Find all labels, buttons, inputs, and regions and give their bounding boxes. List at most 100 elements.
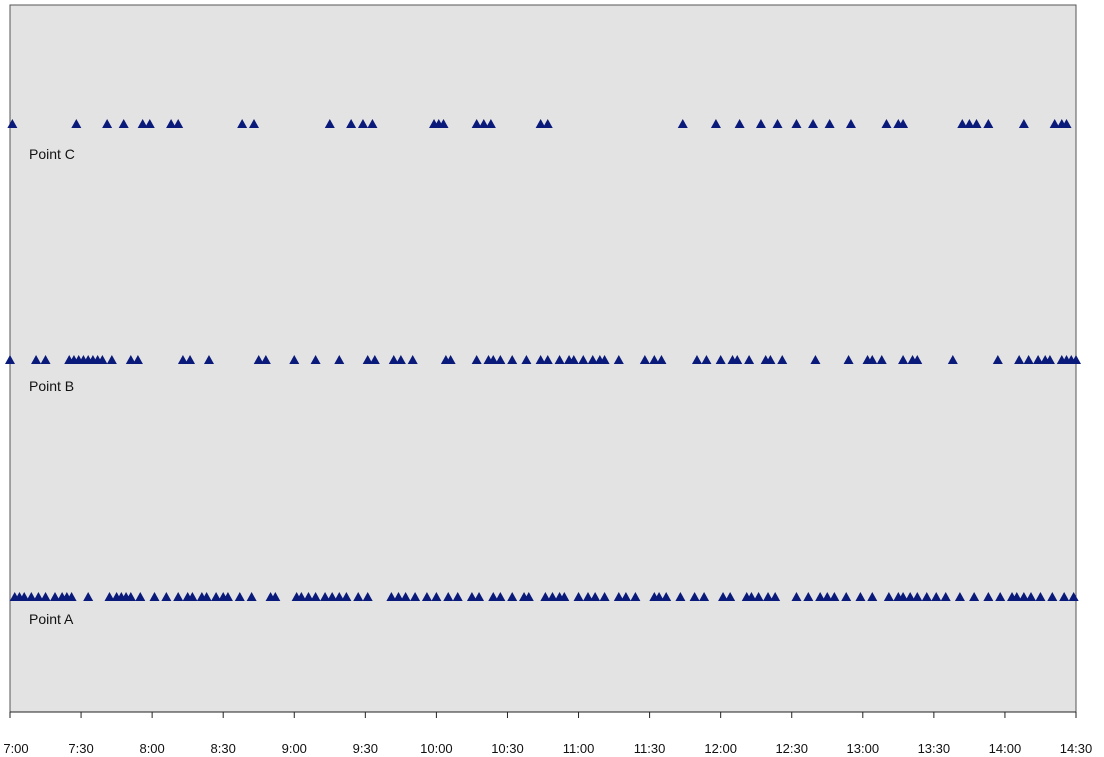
data-point-triangle [478, 119, 489, 128]
data-point-triangle [341, 592, 352, 601]
data-point-triangle [445, 355, 456, 364]
data-point-triangle [118, 119, 129, 128]
data-point-triangle [1061, 119, 1072, 128]
x-ticks: 7:00 7:30 8:00 8:30 9:00 9:30 10:00 10:30 11:00 1… [3, 712, 1092, 756]
x-tick-label: 8:00 [139, 741, 164, 756]
x-tick-label: 9:30 [353, 741, 378, 756]
data-point-triangle [125, 592, 136, 601]
data-point-triangle [187, 592, 198, 601]
data-point-triangle [744, 355, 755, 364]
data-point-triangle [964, 119, 975, 128]
data-point-triangle [701, 355, 712, 364]
data-point-triangle [310, 355, 321, 364]
data-point-triangle [732, 355, 743, 364]
data-point-triangle [66, 592, 77, 601]
data-point-triangle [71, 119, 82, 128]
data-point-triangle [677, 119, 688, 128]
data-point-triangle [507, 355, 518, 364]
data-point-triangle [755, 119, 766, 128]
data-point-triangle [772, 119, 783, 128]
data-point-triangle [620, 592, 631, 601]
data-point-triangle [102, 119, 113, 128]
data-point-triangle [969, 592, 980, 601]
data-point-triangle [83, 592, 94, 601]
data-point-triangle [599, 355, 610, 364]
data-point-triangle [260, 355, 271, 364]
data-point-triangle [310, 592, 321, 601]
data-point-triangle [992, 355, 1003, 364]
data-point-triangle [488, 592, 499, 601]
markers [5, 119, 1081, 601]
data-point-triangle [803, 592, 814, 601]
data-point-triangle [177, 355, 188, 364]
data-point-triangle [898, 119, 909, 128]
data-point-triangle [471, 119, 482, 128]
data-point-triangle [1011, 592, 1022, 601]
data-point-triangle [983, 119, 994, 128]
data-point-triangle [535, 355, 546, 364]
data-point-triangle [599, 592, 610, 601]
data-point-triangle [1023, 355, 1034, 364]
data-point-triangle [691, 355, 702, 364]
data-point-triangle [905, 592, 916, 601]
data-point-triangle [357, 119, 368, 128]
data-point-triangle [106, 355, 117, 364]
data-point-triangle [770, 592, 781, 601]
data-point-triangle [746, 592, 757, 601]
data-point-triangle [33, 592, 44, 601]
data-point-triangle [947, 355, 958, 364]
data-point-triangle [471, 355, 482, 364]
data-point-triangle [421, 592, 432, 601]
data-point-triangle [1014, 355, 1025, 364]
data-point-triangle [1025, 592, 1036, 601]
data-point-triangle [222, 592, 233, 601]
data-point-triangle [542, 119, 553, 128]
data-point-triangle [568, 355, 579, 364]
x-tick-label: 7:00 [3, 741, 28, 756]
data-point-triangle [898, 355, 909, 364]
data-point-triangle [166, 119, 177, 128]
data-point-triangle [867, 592, 878, 601]
data-point-triangle [466, 592, 477, 601]
data-point-triangle [144, 119, 155, 128]
data-point-triangle [535, 119, 546, 128]
data-point-triangle [995, 592, 1006, 601]
data-point-triangle [590, 592, 601, 601]
data-point-triangle [540, 592, 551, 601]
data-point-triangle [810, 355, 821, 364]
data-point-triangle [1044, 355, 1055, 364]
data-point-triangle [203, 355, 214, 364]
data-point-triangle [777, 355, 788, 364]
data-point-triangle [407, 355, 418, 364]
data-point-triangle [19, 592, 30, 601]
data-point-triangle [137, 119, 148, 128]
data-point-triangle [201, 592, 212, 601]
data-point-triangle [1068, 592, 1079, 601]
data-point-triangle [362, 592, 373, 601]
data-point-triangle [661, 592, 672, 601]
data-point-triangle [26, 592, 37, 601]
x-tick-label: 13:30 [918, 741, 951, 756]
data-point-triangle [211, 592, 222, 601]
data-point-triangle [1035, 592, 1046, 601]
data-point-triangle [554, 355, 565, 364]
data-point-triangle [485, 119, 496, 128]
data-point-triangle [362, 355, 373, 364]
data-point-triangle [940, 592, 951, 601]
x-tick-label: 8:30 [211, 741, 236, 756]
data-point-triangle [542, 355, 553, 364]
data-point-triangle [912, 355, 923, 364]
data-point-triangle [824, 119, 835, 128]
data-point-triangle [639, 355, 650, 364]
data-point-triangle [248, 119, 259, 128]
data-point-triangle [954, 592, 965, 601]
data-point-triangle [715, 355, 726, 364]
data-point-triangle [346, 119, 357, 128]
data-point-triangle [547, 592, 558, 601]
data-point-triangle [388, 355, 399, 364]
x-tick-label: 9:00 [282, 741, 307, 756]
x-tick-label: 11:00 [563, 741, 595, 756]
data-point-triangle [400, 592, 411, 601]
x-tick-label: 10:00 [420, 741, 453, 756]
data-point-triangle [808, 119, 819, 128]
